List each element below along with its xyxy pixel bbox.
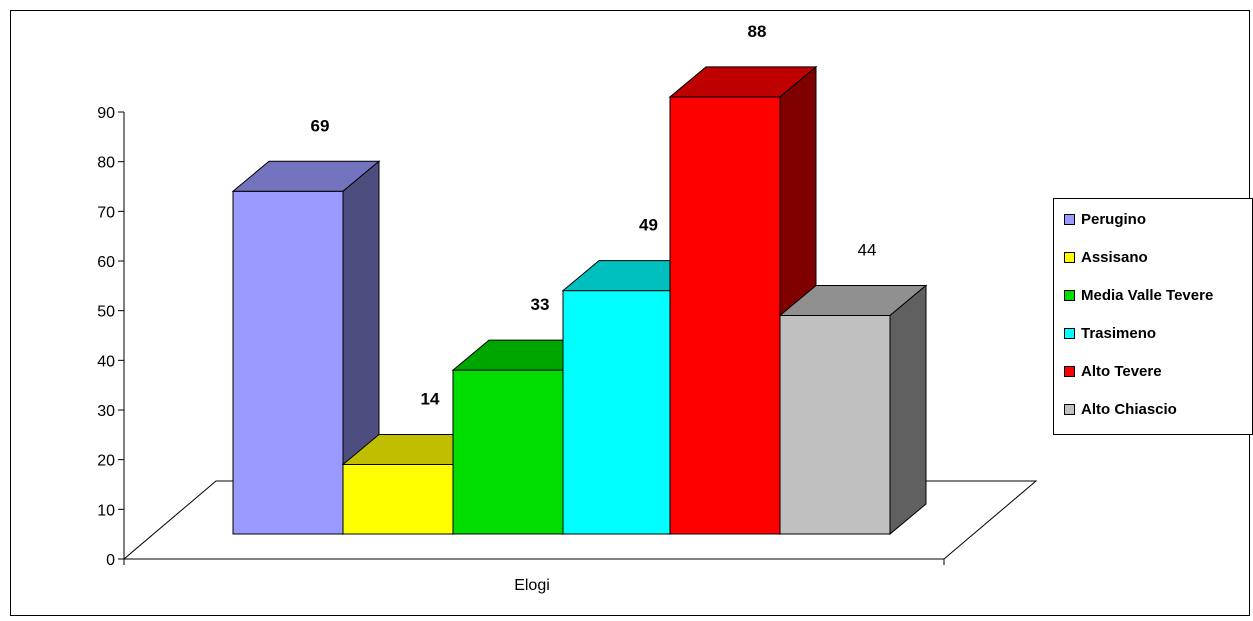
data-label: 88	[748, 22, 767, 41]
x-category-label: Elogi	[514, 577, 550, 594]
data-label: 69	[311, 116, 330, 135]
bar-front	[342, 463, 454, 535]
legend-item: Alto Chiascio	[1064, 399, 1177, 419]
bar-alto-chiascio	[778, 284, 928, 536]
legend-label: Alto Tevere	[1081, 362, 1162, 380]
y-tick-label: 60	[97, 254, 115, 271]
legend-label: Media Valle Tevere	[1081, 286, 1214, 304]
data-label: 44	[858, 240, 877, 259]
bar-front	[669, 96, 781, 535]
data-label: 49	[639, 216, 658, 235]
legend-swatch	[1064, 327, 1075, 339]
legend-item: Media Valle Tevere	[1064, 285, 1213, 305]
legend: Perugino Assisano Media Valle Tevere Trasim…	[1053, 198, 1253, 435]
legend-swatch	[1064, 251, 1075, 263]
bar-side	[889, 284, 927, 536]
y-tick-label: 30	[97, 403, 115, 420]
legend-item: Trasimeno	[1064, 323, 1156, 343]
legend-swatch	[1064, 289, 1075, 301]
legend-label: Alto Chiascio	[1081, 400, 1177, 418]
y-tick-label: 0	[106, 552, 115, 569]
y-tick-label: 80	[97, 155, 115, 172]
y-tick-label: 90	[97, 105, 115, 122]
y-tick-label: 10	[97, 502, 115, 519]
legend-item: Alto Tevere	[1064, 361, 1162, 381]
data-label: 33	[531, 295, 550, 314]
legend-swatch	[1064, 403, 1075, 415]
y-tick-label: 40	[97, 353, 115, 370]
bar-front	[452, 369, 564, 535]
legend-label: Trasimeno	[1081, 324, 1157, 342]
legend-label: Perugino	[1081, 210, 1147, 228]
y-tick-label: 70	[97, 204, 115, 221]
legend-label: Assisano	[1081, 248, 1148, 266]
legend-swatch	[1064, 213, 1075, 225]
bar-perugino	[231, 160, 381, 536]
bar-front	[779, 314, 891, 535]
bar-front	[562, 290, 671, 535]
y-tick-label: 50	[97, 304, 115, 321]
y-tick-label: 20	[97, 453, 115, 470]
legend-swatch	[1064, 365, 1075, 377]
legend-item: Perugino	[1064, 209, 1146, 229]
bar-front	[232, 190, 344, 535]
data-label: 14	[421, 389, 440, 408]
legend-item: Assisano	[1064, 247, 1148, 267]
